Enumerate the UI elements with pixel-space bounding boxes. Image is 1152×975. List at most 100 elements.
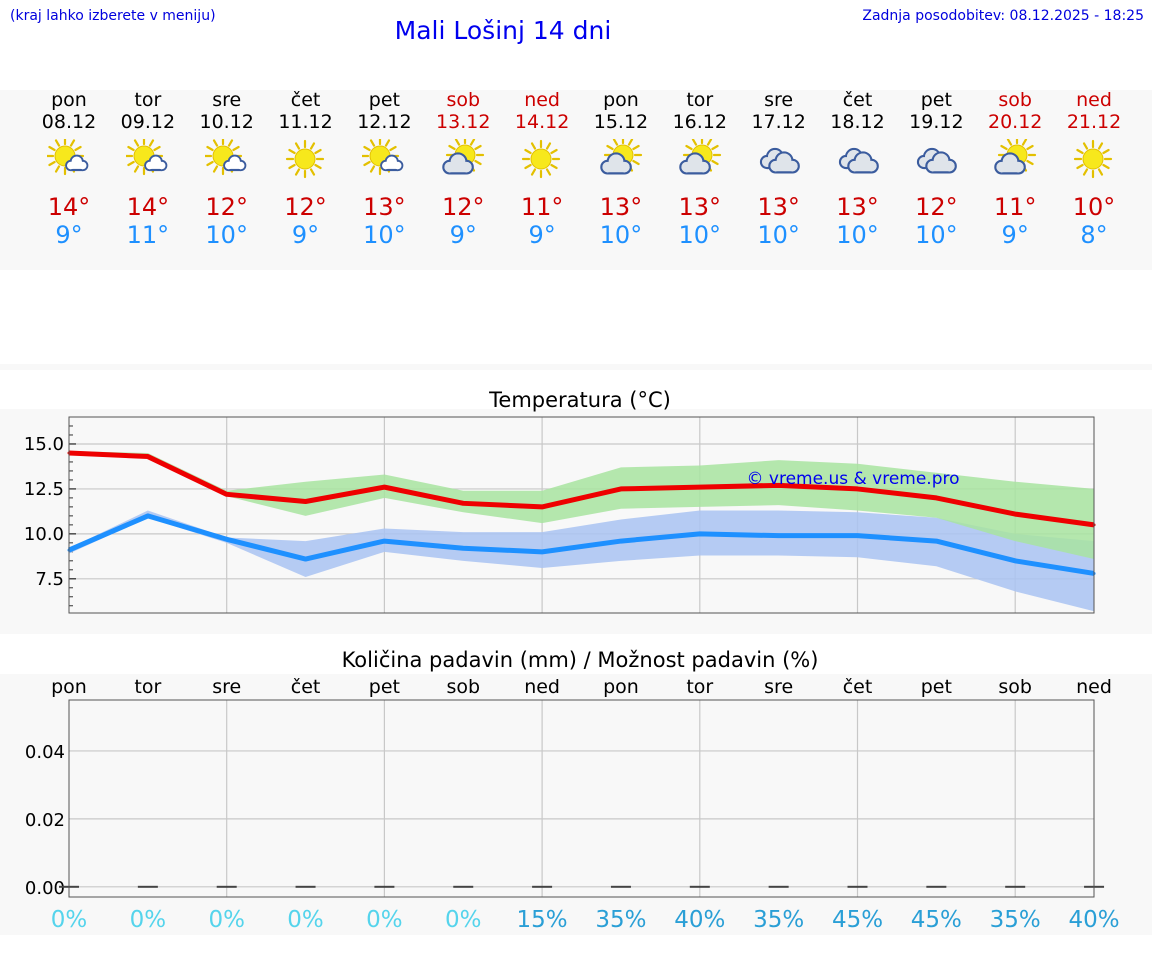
watermark: © vreme.us & vreme.pro [746,469,959,489]
day-label: ned [524,676,560,698]
temp-min: 10° [205,221,248,249]
plot-frame [68,416,1095,614]
temp-max: 14° [126,193,170,221]
plot-area [69,700,1094,897]
precip-probability: 35% [595,907,646,933]
day-date: 17.12 [751,111,806,133]
day-date: 19.12 [909,111,964,133]
day-date: 18.12 [830,111,885,133]
precip-bar [453,885,474,888]
precip-probability: 0% [51,907,88,933]
day-name: pet [368,89,400,111]
day-date: 16.12 [672,111,727,133]
day-name: pon [603,89,639,111]
max-temp-point [1013,512,1017,516]
max-temp-point [856,487,859,491]
day-name: sre [764,89,794,111]
day-date: 08.12 [41,111,97,133]
day-date: 10.12 [199,111,254,133]
forecast-band [0,90,1152,270]
plot-frame [68,699,1095,898]
temp-max: 11° [520,193,564,221]
day-date: 20.12 [987,111,1043,133]
day-column: ned 21.12 10° 8° [1054,89,1134,249]
precip-bar [216,885,237,888]
min-temp-point [461,546,465,550]
day-name: tor [134,89,162,111]
sun-cloud-large-icon [600,139,643,175]
max-range-band [69,451,1095,560]
precip-bar [689,885,710,888]
precip-probability: 45% [911,907,962,933]
temp-min: 11° [126,221,170,249]
day-column: pet 12.12 13° 10° [344,89,424,249]
precip-probability: 0% [445,907,482,933]
day-date: 14.12 [514,111,570,133]
day-column: sob 20.12 11° 9° [975,89,1055,249]
last-updated: Zadnja posodobitev: 08.12.2025 - 18:25 [862,8,1144,24]
temp-min: 10° [363,221,406,249]
day-label: sob [998,676,1032,698]
min-temp-point [540,550,544,554]
y-tick-label: 12.5 [24,479,64,500]
separator-band [0,364,1152,370]
max-temp-point [698,485,702,489]
day-label: čet [843,676,873,698]
temp-min: 9° [1001,221,1029,249]
min-temp-point [382,539,386,543]
day-name: ned [1076,89,1112,111]
precip-probability: 35% [990,907,1041,933]
min-temp-point [777,534,781,538]
temp-min: 8° [1080,221,1108,249]
day-label: čet [291,676,321,698]
temp-min: 10° [757,221,800,249]
day-date: 11.12 [278,111,333,133]
temp-max: 13° [678,193,722,221]
precipitation-chart-title: Količina padavin (mm) / Možnost padavin … [341,648,819,672]
temp-max: 11° [993,193,1037,221]
day-name: sob [998,89,1032,111]
temp-min: 9° [449,221,477,249]
day-date: 09.12 [120,111,176,133]
day-name: čet [290,89,321,111]
location-note: (kraj lahko izberete v meniju) [10,8,216,24]
day-column: sre 17.12 13° 10° [739,89,819,249]
y-tick-label: 10.0 [24,524,64,545]
day-name: pon [51,89,87,111]
precip-bar [374,885,395,888]
day-column: ned 14.12 11° 9° [502,89,582,249]
day-name: ned [524,89,560,111]
day-label: pet [921,676,952,698]
day-label: pet [369,676,400,698]
temp-max: 10° [1072,193,1116,221]
sun-cloud-large-icon [442,139,485,175]
day-column: sob 13.12 12° 9° [423,89,503,249]
day-date: 15.12 [593,111,649,133]
min-temp-point [225,537,229,541]
temp-max: 13° [363,193,406,221]
temp-max: 12° [441,193,485,221]
page-title: Mali Lošinj 14 dni [394,16,612,45]
precip-probability: 40% [674,907,725,933]
temp-min: 10° [678,221,722,249]
temp-max: 12° [205,193,248,221]
temp-max: 12° [284,193,327,221]
precip-probability: 35% [753,907,804,933]
day-label: sre [212,676,241,698]
precip-bar [137,885,158,888]
max-temp-point [225,492,229,496]
precip-probability: 0% [208,907,245,933]
day-date: 12.12 [357,111,412,133]
max-temp-point [540,505,544,509]
precip-bar [926,885,947,888]
min-temp-point [698,532,702,536]
y-tick-label: 0.02 [25,810,65,831]
day-column: pon 08.12 14° 9° [29,89,109,249]
day-column: sre 10.12 12° 10° [187,89,267,249]
precip-bar [295,885,316,888]
temp-max: 13° [599,193,643,221]
day-label: tor [686,676,713,698]
temp-min: 10° [915,221,958,249]
temperature-chart: 7.5 10.0 12.5 15.0 © vreme.us & vreme.pro [24,416,1096,614]
temp-max: 12° [915,193,958,221]
